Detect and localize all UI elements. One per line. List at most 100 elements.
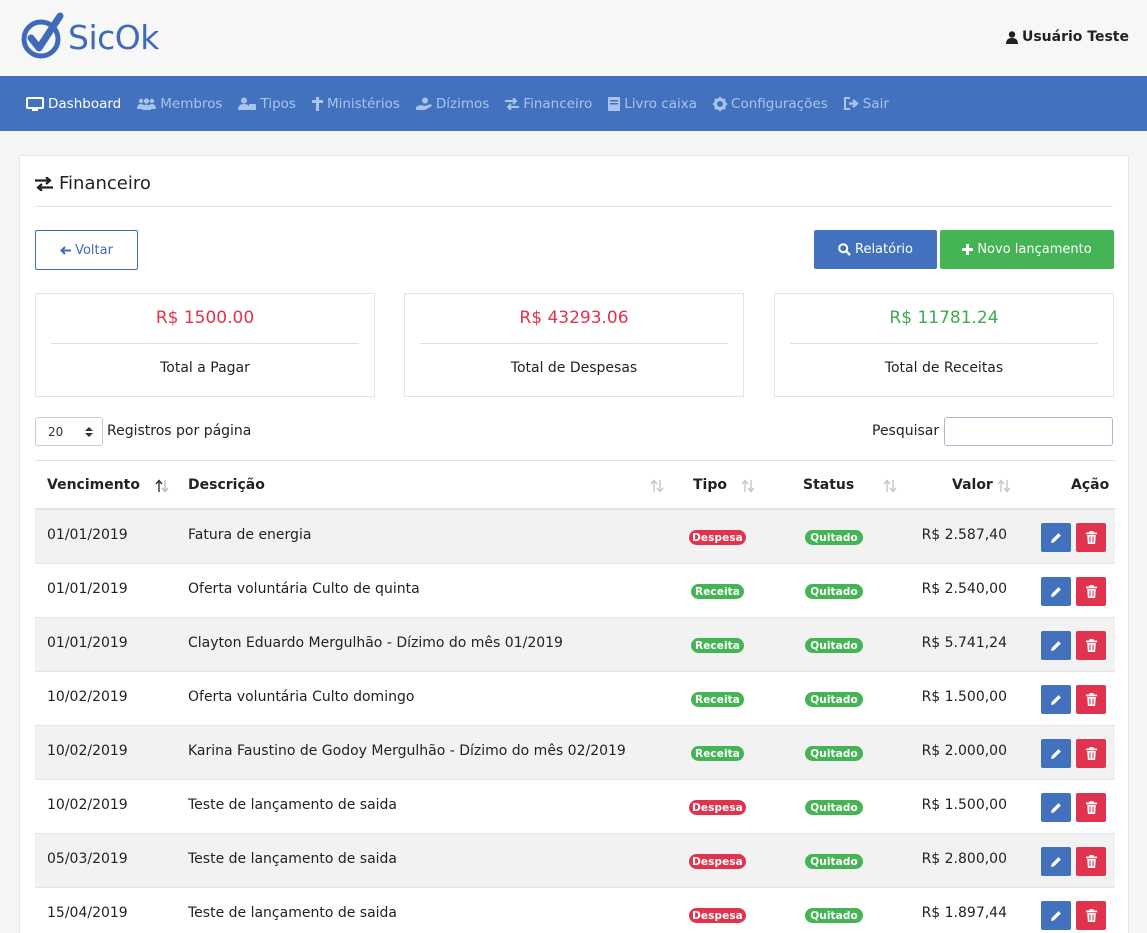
sort-icon[interactable] [741,479,755,493]
app-logo[interactable]: SicOk [20,12,159,62]
col-valor[interactable]: Valor [952,477,993,493]
nav-financeiro-label: Financeiro [523,95,593,112]
table-row: 10/02/2019 Karina Faustino de Godoy Mergu… [35,726,1115,780]
stat-card-total-receitas: R$ 11781.24 Total de Receitas [774,293,1114,397]
edit-button[interactable] [1041,523,1071,552]
book-icon [608,96,621,111]
new-entry-button-label: Novo lançamento [977,242,1092,257]
search-input[interactable] [944,417,1113,446]
cell-valor: R$ 2.540,00 [921,581,1007,597]
exchange-icon [35,176,53,191]
edit-button[interactable] [1041,901,1071,930]
col-status[interactable]: Status [803,477,855,493]
cell-valor: R$ 1.500,00 [921,689,1007,705]
cell-descricao: Karina Faustino de Godoy Mergulhão - Díz… [188,743,626,759]
nav-configuracoes[interactable]: Configurações [713,96,828,112]
cell-vencimento: 01/01/2019 [47,635,128,651]
delete-button[interactable] [1076,523,1106,552]
tipo-badge: Despesa [689,908,746,923]
cell-vencimento: 01/01/2019 [47,581,128,597]
nav-membros-label: Membros [160,95,223,112]
stat-label: Total a Pagar [160,360,250,376]
nav-tipos[interactable]: Tipos [238,96,296,112]
col-descricao[interactable]: Descrição [188,477,265,493]
sort-icon[interactable] [997,479,1011,493]
back-button[interactable]: Voltar [35,230,138,270]
tipo-badge: Receita [691,692,744,707]
table-row: 05/03/2019 Teste de lançamento de saida De… [35,834,1115,888]
page-size-label: Registros por página [107,423,252,439]
col-tipo[interactable]: Tipo [693,477,727,493]
pencil-icon [1051,640,1061,651]
page-title: Financeiro [35,173,151,194]
financeiro-panel: Financeiro Voltar Relatório Novo lançame… [19,155,1129,933]
nav-ministerios[interactable]: Ministérios [311,95,400,112]
user-menu[interactable]: Usuário Teste [1005,29,1129,45]
edit-button[interactable] [1041,685,1071,714]
tipo-badge: Receita [691,638,744,653]
report-button[interactable]: Relatório [814,230,937,269]
cell-valor: R$ 2.587,40 [921,527,1007,543]
delete-button[interactable] [1076,901,1106,930]
nav-dizimos-label: Dízimos [435,95,490,112]
sort-asc-icon[interactable] [155,479,169,493]
edit-button[interactable] [1041,847,1071,876]
delete-button[interactable] [1076,793,1106,822]
cell-descricao: Teste de lançamento de saida [188,797,398,813]
stat-card-total-despesas: R$ 43293.06 Total de Despesas [404,293,744,397]
delete-button[interactable] [1076,631,1106,660]
col-vencimento[interactable]: Vencimento [47,477,140,493]
search-label: Pesquisar [872,423,940,439]
user-name: Usuário Teste [1021,29,1129,45]
nav-financeiro[interactable]: Financeiro [505,96,592,112]
user-icon [1005,30,1018,44]
edit-button[interactable] [1041,577,1071,606]
cross-icon [311,96,323,111]
nav-configuracoes-label: Configurações [731,95,828,112]
tipo-badge: Despesa [689,530,746,545]
financeiro-table: Vencimento Descrição Tipo Status Valor A… [35,460,1115,933]
stat-label: Total de Despesas [510,360,638,376]
new-entry-button[interactable]: Novo lançamento [940,230,1114,269]
nav-membros[interactable]: Membros [137,96,222,112]
pencil-icon [1051,586,1061,597]
table-row: 15/04/2019 Teste de lançamento de saida De… [35,888,1115,933]
app-name: SicOk [68,17,159,57]
stat-amount: R$ 11781.24 [790,308,1098,344]
nav-sair[interactable]: Sair [843,95,889,112]
users-icon [137,97,157,110]
nav-sair-label: Sair [862,95,889,112]
nav-livro-caixa[interactable]: Livro caixa [608,96,697,112]
delete-button[interactable] [1076,577,1106,606]
pencil-icon [1051,532,1061,543]
status-badge: Quitado [805,800,863,815]
sort-icon[interactable] [883,479,897,493]
edit-button[interactable] [1041,631,1071,660]
cell-valor: R$ 5.741,24 [921,635,1007,651]
page-size-value: 20 [48,424,64,439]
sort-icon[interactable] [650,479,664,493]
nav-dashboard[interactable]: Dashboard [26,96,121,112]
delete-button[interactable] [1076,739,1106,768]
hand-coin-icon [415,97,432,110]
status-badge: Quitado [805,746,863,761]
delete-button[interactable] [1076,847,1106,876]
cell-vencimento: 01/01/2019 [47,527,128,543]
monitor-icon [26,96,44,111]
nav-ministerios-label: Ministérios [326,95,400,112]
col-acao: Ação [1071,477,1110,493]
page-size-select[interactable]: 20 [35,417,103,446]
pencil-icon [1051,694,1061,705]
table-row: 01/01/2019 Clayton Eduardo Mergulhão - Dí… [35,618,1115,672]
table-row: 01/01/2019 Oferta voluntária Culto de qui… [35,564,1115,618]
stat-label: Total de Receitas [884,360,1004,376]
plus-icon [962,244,974,255]
stat-amount: R$ 1500.00 [51,308,359,344]
edit-button[interactable] [1041,793,1071,822]
delete-button[interactable] [1076,685,1106,714]
gear-icon [713,96,728,111]
nav-dizimos[interactable]: Dízimos [415,95,490,112]
table-row: 10/02/2019 Teste de lançamento de saida De… [35,780,1115,834]
stat-card-total-a-pagar: R$ 1500.00 Total a Pagar [35,293,375,397]
edit-button[interactable] [1041,739,1071,768]
